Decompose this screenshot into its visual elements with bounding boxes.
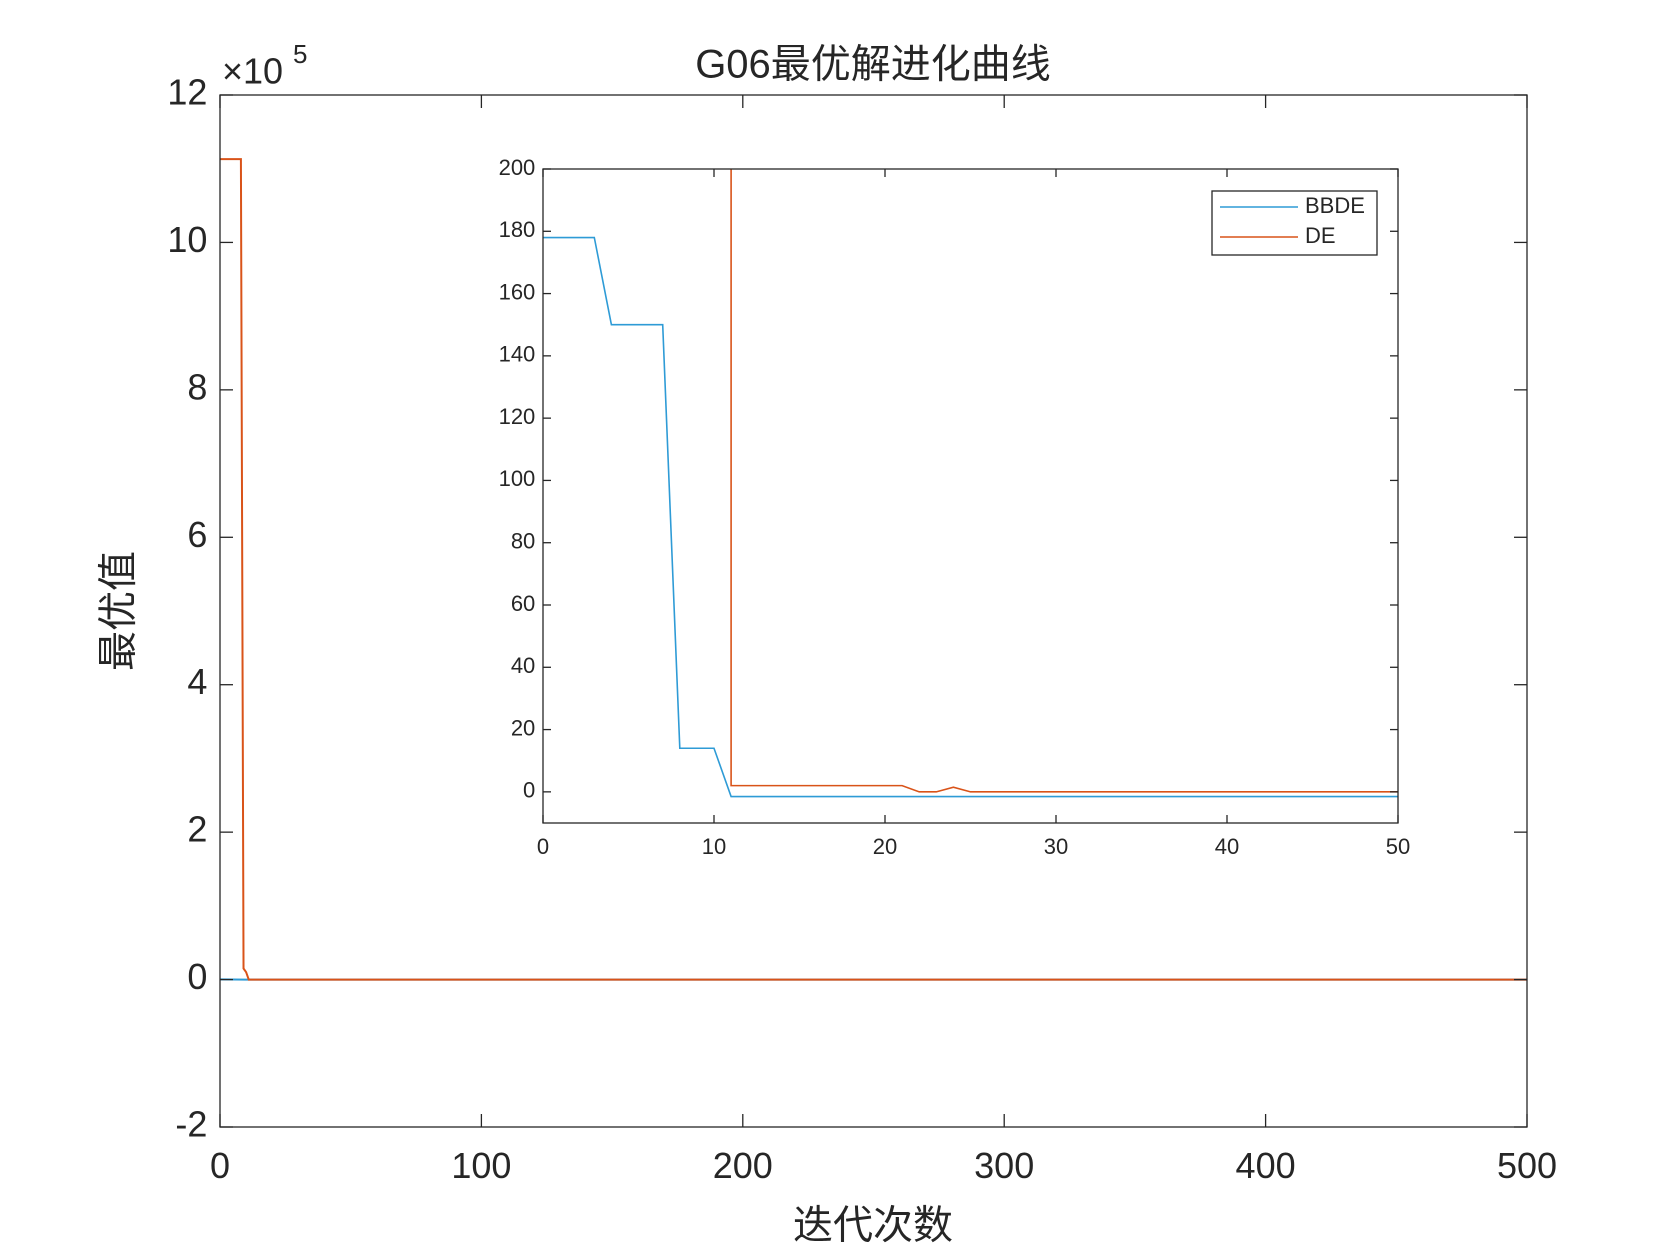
x-tick-label: 40 — [1215, 834, 1239, 859]
x-tick-label: 100 — [451, 1145, 511, 1186]
x-tick-label: 0 — [210, 1145, 230, 1186]
x-tick-label: 400 — [1236, 1145, 1296, 1186]
y-tick-label: 6 — [187, 514, 207, 555]
axes-box — [219, 94, 1528, 1128]
legend-label: DE — [1305, 223, 1336, 248]
plot-area — [543, 169, 1398, 823]
y-tick-label: 0 — [523, 778, 535, 803]
axes-box — [542, 168, 1399, 824]
y-axis-label: 最优值 — [97, 551, 141, 671]
x-tick-label: 300 — [974, 1145, 1034, 1186]
y-tick-label: 140 — [499, 342, 536, 367]
x-tick-label: 200 — [713, 1145, 773, 1186]
series-line — [220, 158, 1527, 981]
x-axis-label: 迭代次数 — [793, 1204, 953, 1248]
y-tick-label: 2 — [187, 809, 207, 850]
y-tick-label: 200 — [499, 155, 536, 180]
x-tick-label: 30 — [1044, 834, 1068, 859]
y-multiplier-exponent: 5 — [293, 39, 307, 69]
series-line — [543, 236, 1398, 798]
series-group — [543, 169, 1398, 798]
x-tick-label: 500 — [1497, 1145, 1557, 1186]
y-tick-label: 0 — [187, 956, 207, 997]
y-tick-label: 80 — [511, 529, 535, 554]
y-tick-label: 120 — [499, 404, 536, 429]
y-tick-label: 12 — [167, 72, 207, 113]
y-tick-label: 100 — [499, 466, 536, 491]
x-tick-label: 50 — [1386, 834, 1410, 859]
x-tick-label: 10 — [702, 834, 726, 859]
legend-label: BBDE — [1305, 193, 1365, 218]
y-tick-label: -2 — [175, 1104, 207, 1145]
y-tick-label: 10 — [167, 219, 207, 260]
y-tick-label: 4 — [187, 661, 207, 702]
chart-title: G06最优解进化曲线 — [695, 43, 1051, 87]
y-tick-label: 20 — [511, 715, 535, 740]
legend-box — [1211, 190, 1378, 256]
series-line — [730, 169, 1398, 793]
y-multiplier: ×10 — [222, 51, 283, 92]
y-tick-label: 40 — [511, 653, 535, 678]
y-tick-label: 8 — [187, 366, 207, 407]
x-tick-label: 20 — [873, 834, 897, 859]
y-tick-label: 160 — [499, 279, 536, 304]
y-tick-label: 60 — [511, 591, 535, 616]
x-tick-label: 0 — [537, 834, 549, 859]
y-tick-label: 180 — [499, 217, 536, 242]
